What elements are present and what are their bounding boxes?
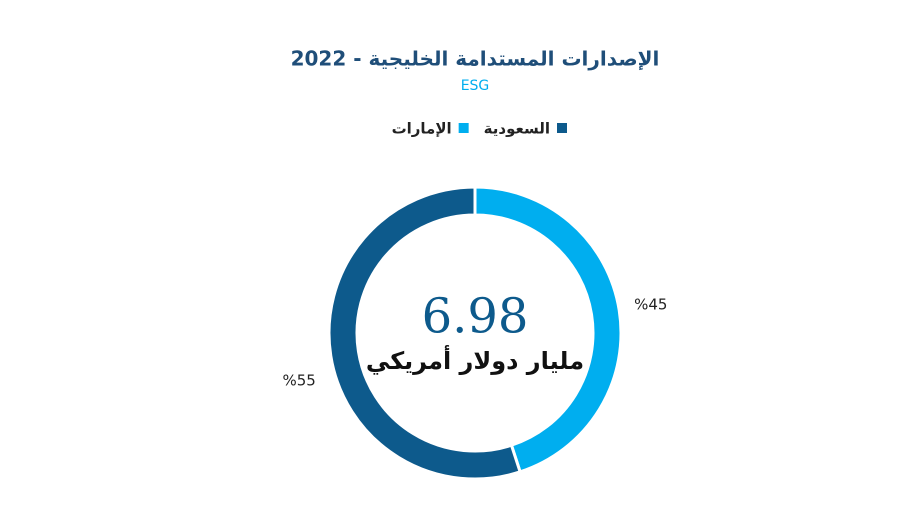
legend-label: الإمارات — [392, 120, 452, 138]
value-label: %55 — [283, 371, 316, 389]
chart-title: الإصدارات المستدامة الخليجية - 2022 — [291, 47, 660, 71]
center-label: مليار دولار أمريكي — [366, 345, 584, 375]
legend-swatch — [458, 123, 469, 133]
legend-swatch — [557, 123, 567, 133]
donut-segment — [327, 185, 523, 481]
chart-subtitle: ESG — [461, 78, 490, 94]
center-value: 6.98 — [422, 289, 529, 345]
value-label: %45 — [634, 296, 667, 314]
legend-label: السعودية — [484, 120, 550, 138]
